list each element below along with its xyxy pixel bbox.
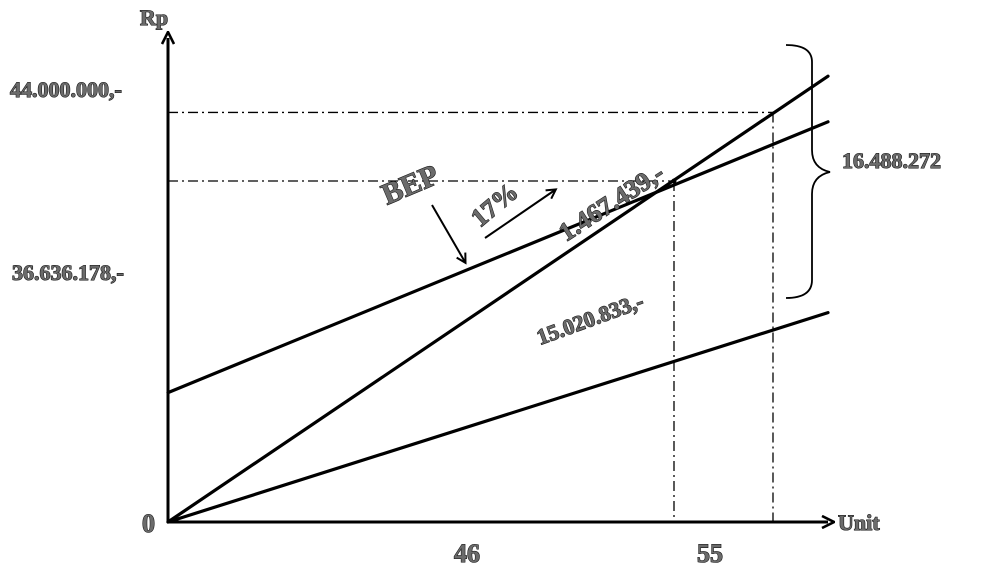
series-group: [166, 74, 830, 524]
x-tick-label: 46: [454, 539, 480, 568]
margin-value-label: 1.467.439,-: [553, 158, 669, 247]
margin-arrow: [484, 190, 555, 239]
x-axis-label: Unit: [838, 510, 880, 535]
y-tick-label: 36.636.178,-: [12, 260, 124, 285]
bep-point: [671, 178, 677, 184]
bep-label: BEP: [377, 158, 444, 211]
x-tick-label: 55: [697, 539, 723, 568]
y-tick-label: 44.000.000,-: [10, 77, 122, 102]
right-brace: [785, 44, 831, 299]
origin-label: 0: [142, 509, 155, 538]
variable-cost-label: 15.020.833,-: [533, 288, 647, 350]
margin-percent-label: 17%: [465, 177, 523, 233]
bep-arrow: [431, 204, 465, 262]
guide-lines: [168, 111, 774, 522]
y-axis-label: Rp: [140, 5, 168, 30]
brace-value-label: 16.488.272: [842, 148, 941, 173]
series-line-1: [166, 74, 830, 524]
series-line-3: [166, 311, 830, 524]
series-line-2: [166, 120, 830, 395]
